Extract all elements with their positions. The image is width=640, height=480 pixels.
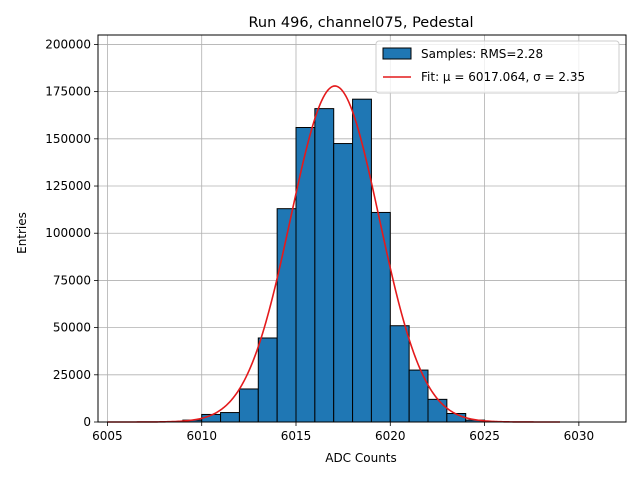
y-tick-label: 100000 [45,226,91,240]
y-tick-label: 150000 [45,132,91,146]
y-tick-label: 25000 [53,368,91,382]
histogram-bar [333,143,354,423]
legend-box [375,40,620,94]
x-tick-label: 6025 [469,429,500,443]
histogram-bar [352,98,372,423]
plot-frame [97,34,627,423]
y-axis: 0 25000 50000 75000 100000 125000 150000 175000… [45,37,98,429]
histogram-bar [408,369,429,423]
legend-swatch-histogram [382,47,412,60]
histogram-bars [182,98,486,423]
legend-label-fit: Fit: μ = 6017.064, σ = 2.35 [421,70,585,84]
x-axis-label: ADC Counts [325,451,397,465]
fit-curve [107,85,560,423]
histogram-bar [389,325,410,423]
y-tick-label: 175000 [45,85,91,99]
histogram-bar [370,211,391,423]
histogram-bar [314,108,335,423]
histogram-bar [427,398,448,423]
histogram-bar [238,388,259,423]
y-tick-label: 50000 [53,321,91,335]
x-tick-label: 6005 [92,429,123,443]
x-tick-label: 6010 [186,429,217,443]
fit-curve-group [107,85,560,423]
y-tick-label: 125000 [45,179,91,193]
x-axis: 6005 6010 6015 6020 6025 6030 [92,422,594,443]
x-tick-label: 6020 [375,429,406,443]
histogram-bar [295,127,316,423]
x-tick-label: 6015 [281,429,312,443]
legend: Samples: RMS=2.28 Fit: μ = 6017.064, σ =… [375,40,620,94]
x-tick-label: 6030 [564,429,595,443]
y-tick-label: 75000 [53,273,91,287]
y-tick-label: 200000 [45,37,91,51]
y-tick-label: 0 [83,415,91,429]
legend-label-histogram: Samples: RMS=2.28 [421,47,543,61]
histogram-bar [220,412,240,423]
histogram-bar [257,337,278,423]
y-axis-label: Entries [15,212,29,254]
histogram-bar [276,208,297,423]
chart-title: Run 496, channel075, Pedestal [248,15,473,31]
